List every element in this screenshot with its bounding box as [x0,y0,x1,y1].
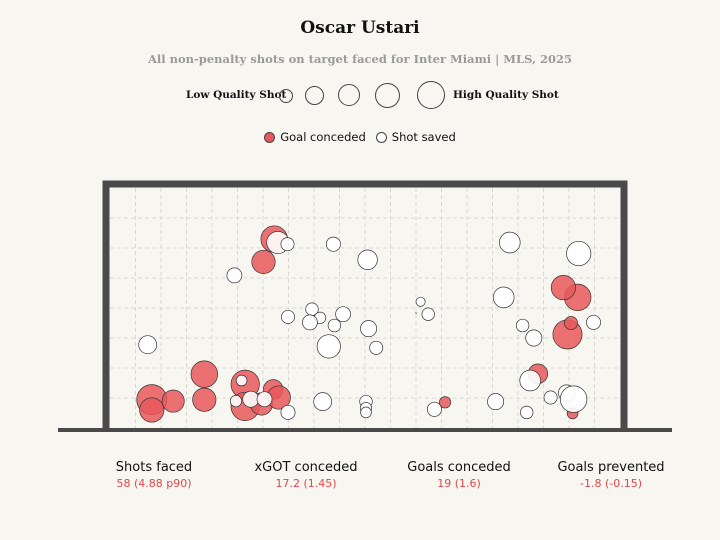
size-legend: Low Quality Shot High Quality Shot [0,0,720,130]
stat-xgot-conceded: xGOT conceded 17.2 (1.45) [226,460,386,490]
saved-swatch-icon [375,131,387,143]
shot-saved-point [421,307,435,321]
shot-saved-point [281,309,295,324]
size-legend-circle-5 [417,81,445,109]
stat-shots-faced: Shots faced 58 (4.88 p90) [74,460,234,490]
shot-saved-point [492,286,515,309]
stat-label: xGOT conceded [254,460,358,475]
shot-saved-point [280,404,296,420]
stat-value: -1.8 (-0.15) [579,477,642,490]
color-legend: Goal conceded Shot saved [0,130,720,144]
shot-goal-point [439,396,452,409]
goal-swatch-icon [264,131,276,143]
shot-saved-point [499,231,521,254]
shot-saved-point [566,240,592,267]
shot-saved-point [415,296,426,307]
shot-saved-point [525,329,543,347]
chart-title: Oscar Ustari [300,18,420,38]
size-legend-circle-4 [375,83,400,108]
shot-goal-point [161,389,185,413]
shot-saved-point [235,374,248,387]
high-quality-label: High Quality Shot [453,89,559,101]
shot-saved-point [327,318,342,333]
shot-saved-point [543,390,558,405]
shots-layer [136,225,601,423]
goal-frame [102,180,628,430]
shot-saved-point [369,340,384,355]
stat-label: Goals prevented [557,460,665,475]
shot-saved-point [360,406,372,419]
shot-saved-point [335,306,351,323]
shot-goal-point [550,275,576,301]
stat-goals-prevented: Goals prevented -1.8 (-0.15) [531,460,691,490]
low-quality-label: Low Quality Shot [186,89,287,101]
shot-saved-point [586,314,601,330]
chart-subtitle: All non-penalty shots on target faced fo… [147,52,573,66]
shot-goal-point [251,249,276,274]
stat-label: Shots faced [115,460,193,475]
shot-saved-point [280,237,295,252]
center-dot [415,312,417,314]
shot-goal-point [139,397,165,423]
shot-saved-point [138,335,158,355]
legend-label-goal: Goal conceded [280,130,366,144]
shot-saved-point [357,249,378,270]
size-legend-circle-2 [305,86,324,105]
shot-saved-point [226,267,243,284]
shot-saved-point [313,392,333,411]
shot-saved-point [256,391,273,408]
stat-value: 17.2 (1.45) [275,477,337,490]
stat-value: 58 (4.88 p90) [116,477,192,490]
goal-grid [110,188,620,428]
shot-saved-point [515,318,530,333]
shot-saved-point [519,369,541,392]
stat-value: 19 (1.6) [437,477,481,490]
legend-item-goal: Goal conceded [264,130,366,144]
size-legend-circle-3 [338,84,360,106]
shot-saved-point [229,395,243,408]
shot-goal-point [564,316,578,331]
stat-label: Goals conceded [407,460,511,475]
legend-label-saved: Shot saved [391,130,456,144]
shot-saved-point [302,314,318,331]
shot-saved-point [520,405,534,420]
shot-saved-point [426,401,442,417]
shot-saved-point [360,320,378,338]
shot-saved-point [242,390,260,408]
shot-goal-point [192,387,217,412]
size-legend-circle-1 [279,89,293,103]
shot-saved-point [316,334,341,359]
stat-goals-conceded: Goals conceded 19 (1.6) [379,460,539,490]
shot-saved-point [559,385,588,413]
shot-saved-point [487,393,505,411]
legend-item-saved: Shot saved [375,130,456,144]
shot-goal-point [190,360,218,388]
shot-saved-point [325,236,341,252]
